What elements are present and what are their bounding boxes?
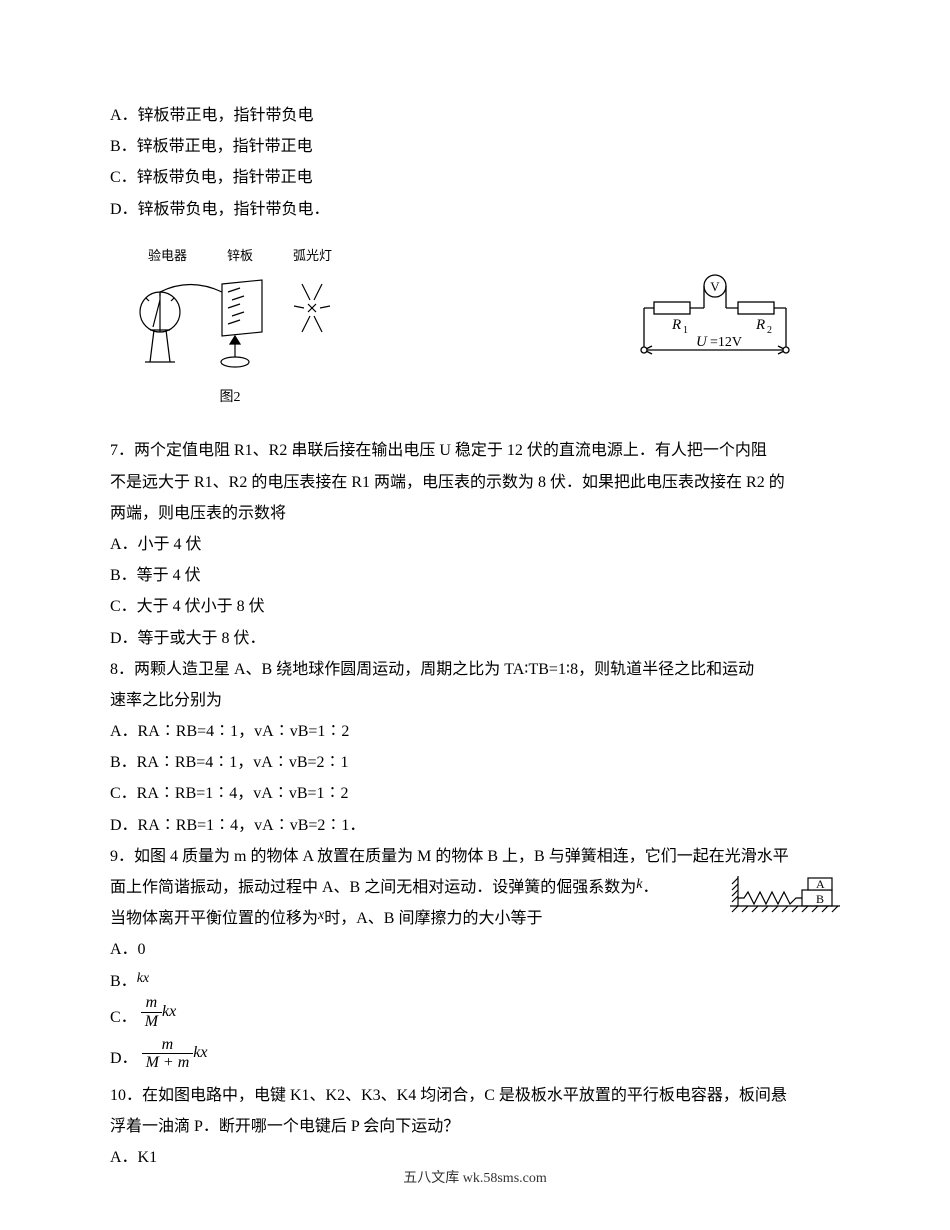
svg-text:B: B [816,892,824,906]
q7-option-b: B．等于 4 伏 [110,560,840,591]
q7-stem-1: 7．两个定值电阻 R1、R2 串联后接在输出电压 U 稳定于 12 伏的直流电源… [110,435,840,466]
label-arc-lamp: 弧光灯 [293,243,332,268]
svg-text:=12V: =12V [710,335,742,350]
q9-option-b: B．kx [110,966,840,997]
q9-option-a: A．0 [110,934,840,965]
q9-c-kx: kx [162,1003,176,1020]
q9-option-c: C． m M kx [110,997,840,1039]
electroscope-zinc-arc-diagram [130,272,350,382]
q9-c-num: m [141,994,162,1013]
q10-stem-1: 10．在如图电路中，电键 K1、K2、K3、K4 均闭合，C 是极板水平放置的平… [110,1080,840,1111]
q6-figures-row: 验电器 锌板 弧光灯 [110,243,840,412]
label-zinc-plate: 锌板 [227,243,253,268]
q9-stem-3a: 当物体离开平衡位置的位移为 [110,910,318,927]
page-footer: 五八文库 wk.58sms.com [0,1165,950,1192]
q9-c-den: M [141,1013,162,1031]
q7-stem-3: 两端，则电压表的示数将 [110,498,840,529]
svg-text:1: 1 [683,325,688,336]
q9-var-x: x [318,908,324,923]
q7-circuit-diagram: V R 1 R 2 U =12V [610,272,820,382]
svg-text:R: R [755,317,765,333]
q6-figure-left: 验电器 锌板 弧光灯 [130,243,350,412]
svg-text:2: 2 [767,325,772,336]
q6-option-a: A．锌板带正电，指针带负电 [110,100,840,131]
q6-figure-caption: 图2 [220,384,241,411]
q8-option-d: D．RA∶RB=1∶4，vA∶vB=2∶1． [110,810,840,841]
q9-d-num: m [142,1036,194,1055]
q9-stem-2: 面上作简谐振动，振动过程中 A、B 之间无相对运动．设弹簧的倔强系数为k． [110,872,840,903]
q8-option-b: B．RA∶RB=4∶1，vA∶vB=2∶1 [110,747,840,778]
q9-stem-2b: ． [642,879,658,896]
q9-stem-3b: 时，A、B 间摩擦力的大小等于 [324,910,542,927]
q9-d-kx: kx [193,1044,207,1061]
q9-d-den: M + m [142,1054,194,1072]
q7-stem-2: 不是远大于 R1、R2 的电压表接在 R1 两端，电压表的示数为 8 伏．如果把… [110,467,840,498]
q8-option-c: C．RA∶RB=1∶4，vA∶vB=1∶2 [110,778,840,809]
q9-figure: A B [730,872,840,927]
svg-text:U: U [696,334,708,350]
q9-var-k: k [636,877,642,892]
q6-option-b: B．锌板带正电，指针带正电 [110,131,840,162]
q9-stem-2a: 面上作简谐振动，振动过程中 A、B 之间无相对运动．设弹簧的倔强系数为 [110,879,636,896]
label-electroscope: 验电器 [148,243,187,268]
q9-option-b-expr: kx [137,971,149,986]
q6-option-c: C．锌板带负电，指针带正电 [110,162,840,193]
q9-stem-1: 9．如图 4 质量为 m 的物体 A 放置在质量为 M 的物体 B 上，B 与弹… [110,841,840,872]
q9-option-b-prefix: B． [110,973,137,990]
q9-option-d: D． m M + m kx [110,1038,840,1080]
q6-option-d: D．锌板带负电，指针带负电． [110,194,840,225]
q9-option-c-prefix: C． [110,1009,137,1026]
svg-text:A: A [816,877,825,891]
q7-option-c: C．大于 4 伏小于 8 伏 [110,591,840,622]
q7-option-d: D．等于或大于 8 伏． [110,623,840,654]
q7-option-a: A．小于 4 伏 [110,529,840,560]
q8-stem-1: 8．两颗人造卫星 A、B 绕地球作圆周运动，周期之比为 TA∶TB=1∶8，则轨… [110,654,840,685]
svg-text:R: R [671,317,681,333]
svg-text:V: V [710,279,720,294]
q8-option-a: A．RA∶RB=4∶1，vA∶vB=1∶2 [110,716,840,747]
q9-option-d-prefix: D． [110,1050,138,1067]
q8-stem-2: 速率之比分别为 [110,685,840,716]
q10-stem-2: 浮着一油滴 P．断开哪一个电键后 P 会向下运动？ [110,1111,840,1142]
